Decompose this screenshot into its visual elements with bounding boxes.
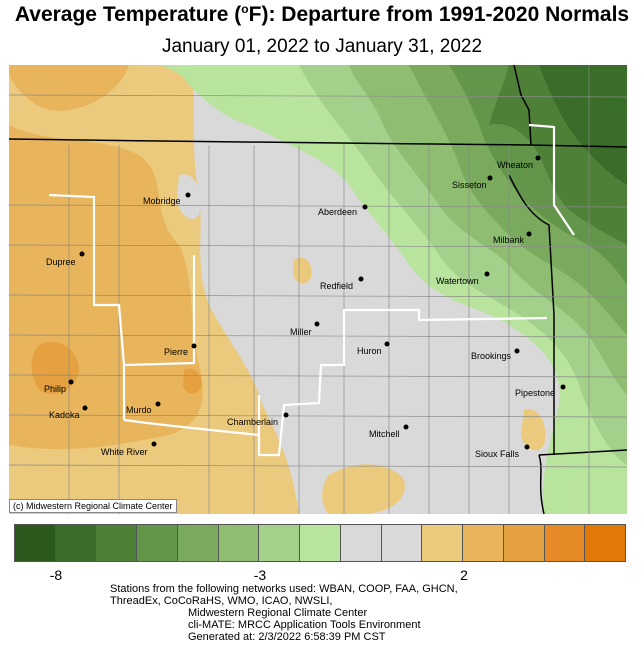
legend-swatch-3 (137, 525, 178, 561)
city-dot-pipestone (560, 384, 566, 390)
legend-swatch-10 (422, 525, 464, 561)
legend-label-max: 2 (460, 567, 468, 583)
legend-swatch-11 (463, 525, 504, 561)
city-label-kadoka: Kadoka (49, 410, 80, 420)
city-dot-watertown (484, 271, 490, 277)
warm-region-northwest (9, 65, 129, 111)
county-lines (9, 65, 627, 514)
city-label-milbank: Milbank (493, 235, 525, 245)
city-dot-mitchell (403, 424, 409, 430)
city-markers: Mobridge Aberdeen Sisseton Wheaton Dupre… (44, 155, 566, 459)
state-border-southeast (538, 454, 545, 514)
legend-swatch-13 (544, 525, 586, 561)
legend-labels: -8 -3 2 (14, 567, 626, 583)
city-label-huron: Huron (357, 346, 382, 356)
state-border-north (9, 138, 627, 148)
city-label-pierre: Pierre (164, 347, 188, 357)
map-title: Average Temperature (oF): Departure from… (0, 2, 644, 27)
legend-swatch-8 (340, 525, 382, 561)
warm-patch-redfield (293, 257, 312, 284)
city-label-aberdeen: Aberdeen (318, 207, 357, 217)
city-dot-pierre (191, 343, 197, 349)
city-label-brookings: Brookings (471, 351, 512, 361)
footer-line-4: cli-MATE: MRCC Application Tools Environ… (188, 619, 421, 631)
city-dot-chamberlain (283, 412, 289, 418)
state-border-east (508, 174, 555, 455)
legend-swatch-7 (300, 525, 341, 561)
city-label-dupree: Dupree (46, 257, 76, 267)
warm-spot-murdo (183, 368, 202, 394)
legend-swatch-6 (259, 525, 301, 561)
city-label-pipestone: Pipestone (515, 388, 555, 398)
city-dot-brookings (514, 348, 520, 354)
city-dot-sisseton (487, 175, 493, 181)
legend-swatch-0 (15, 525, 56, 561)
city-dot-wheaton (535, 155, 541, 161)
state-border-iowa (538, 449, 627, 456)
cool-strip-north (9, 65, 249, 125)
city-dot-miller (314, 321, 320, 327)
title-text-rest: F): Departure from 1991-2020 Normals (248, 3, 630, 26)
city-dot-milbank (526, 231, 532, 237)
legend-label-min: -8 (49, 567, 63, 583)
title-degree: o (241, 2, 249, 16)
city-dot-dupree (79, 251, 85, 257)
city-dot-redfield (358, 276, 364, 282)
city-label-mobridge: Mobridge (143, 196, 181, 206)
city-dot-huron (384, 341, 390, 347)
city-dot-mobridge (185, 192, 191, 198)
city-label-watertown: Watertown (436, 276, 479, 286)
city-label-murdo: Murdo (126, 405, 152, 415)
title-text: Average Temperature ( (14, 3, 242, 26)
city-label-philip: Philip (44, 384, 66, 394)
legend-swatch-1 (55, 525, 97, 561)
legend-swatch-2 (96, 525, 138, 561)
city-dot-kadoka (82, 405, 88, 411)
temperature-departure-map: Mobridge Aberdeen Sisseton Wheaton Dupre… (9, 65, 627, 514)
division-borders (48, 123, 575, 457)
color-legend (14, 524, 626, 562)
legend-swatch-14 (585, 525, 626, 561)
city-label-whiteriver: White River (101, 447, 148, 457)
city-dot-philip (68, 379, 74, 385)
footer-line-1: Stations from the following networks use… (110, 583, 458, 595)
state-border-mn-north (513, 65, 532, 146)
footer-line-3: Midwestern Regional Climate Center (188, 607, 368, 619)
city-label-chamberlain: Chamberlain (227, 417, 278, 427)
legend-label-mid: -3 (253, 567, 267, 583)
city-dot-whiteriver (151, 441, 157, 447)
city-dot-aberdeen (362, 204, 368, 210)
legend-swatch-9 (381, 525, 423, 561)
city-label-wheaton: Wheaton (497, 160, 533, 170)
footer-line-2: ThreadEx, CoCoRaHS, WMO, ICAO, NWSLI, (110, 595, 333, 607)
city-label-mitchell: Mitchell (369, 429, 400, 439)
warm-patch-south (322, 464, 405, 514)
city-dot-murdo (155, 401, 161, 407)
footer-notes: Stations from the following networks use… (110, 583, 458, 643)
coldest-region-northeast (539, 65, 627, 185)
city-label-redfield: Redfield (320, 281, 353, 291)
date-range-subtitle: January 01, 2022 to January 31, 2022 (161, 36, 483, 57)
legend-swatch-12 (503, 525, 545, 561)
legend-swatch-4 (177, 525, 219, 561)
city-label-siouxfalls: Sioux Falls (475, 449, 520, 459)
city-label-sisseton: Sisseton (452, 180, 487, 190)
warm-patch-siouxfalls (521, 409, 546, 451)
legend-swatch-5 (218, 525, 260, 561)
map-svg: Mobridge Aberdeen Sisseton Wheaton Dupre… (9, 65, 627, 514)
warmest-spot (31, 341, 79, 394)
credit-label: (c) Midwestern Regional Climate Center (9, 499, 177, 513)
footer-line-5: Generated at: 2/3/2022 6:58:39 PM CST (188, 631, 386, 643)
city-dot-siouxfalls (524, 444, 530, 450)
city-label-miller: Miller (290, 327, 312, 337)
